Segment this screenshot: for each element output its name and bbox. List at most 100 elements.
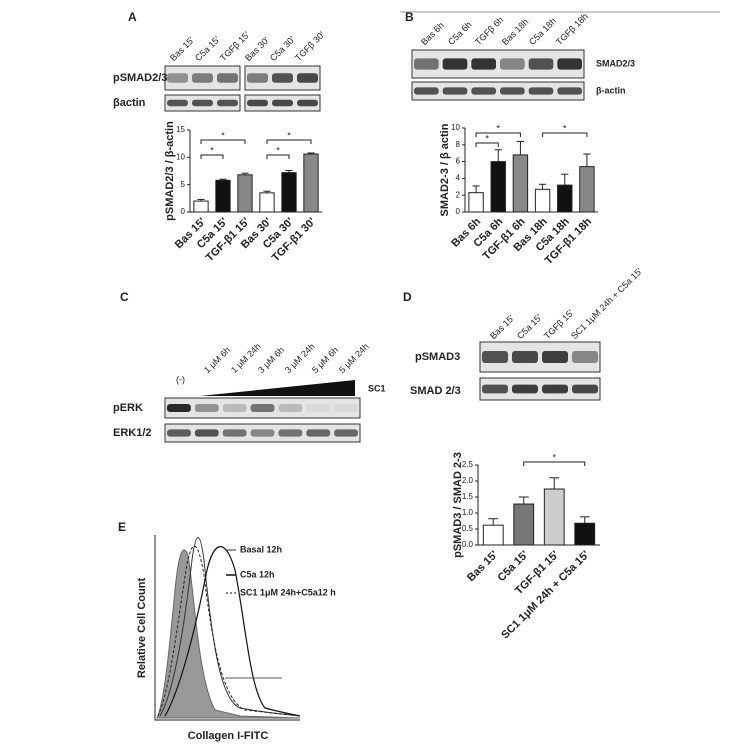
y-tick-label: 10 <box>451 123 460 132</box>
bar <box>490 161 506 213</box>
axis-title: pSMAD3 / SMAD 2-3 <box>452 452 464 558</box>
y-tick-label: 1.5 <box>462 492 474 501</box>
band <box>167 404 191 412</box>
y-tick-label: 6 <box>456 157 461 166</box>
gradient-wedge <box>200 380 355 396</box>
blot-label: pSMAD3 <box>415 351 460 363</box>
bar <box>574 522 596 546</box>
panel-label: B <box>405 10 414 24</box>
bar <box>193 200 209 213</box>
blot-label: βactin <box>113 97 146 109</box>
lane-label: (-) <box>176 374 185 384</box>
bar <box>259 192 275 213</box>
lane-label: C5a 18h <box>527 16 558 47</box>
bracket <box>200 139 246 144</box>
band <box>557 87 582 95</box>
panel-label: E <box>118 520 126 534</box>
band <box>167 73 188 83</box>
y-tick-label: 8 <box>456 140 461 149</box>
band <box>528 58 554 70</box>
bar <box>303 153 319 213</box>
band <box>306 429 331 437</box>
bracket <box>266 139 312 144</box>
band <box>512 384 538 394</box>
y-tick-label: 0.5 <box>462 524 474 533</box>
blot <box>411 81 585 101</box>
lane-label: Bas 15' <box>168 35 196 63</box>
flow-plot: Basal 12h C5a 12h SC1 1μM 24h+C5a12 h Re… <box>136 535 336 742</box>
blot <box>479 377 601 401</box>
band <box>442 87 468 95</box>
y-tick-label: 10 <box>176 152 185 161</box>
lane-label: 5 μM 24h <box>337 341 371 375</box>
x-tick-label: Bas 15' <box>465 548 501 584</box>
significance: * <box>287 130 291 140</box>
band <box>250 429 275 437</box>
band <box>306 404 331 412</box>
y-tick-label: 15 <box>176 125 185 134</box>
bracket <box>523 461 586 466</box>
significance: * <box>221 130 225 140</box>
c5a-curve <box>164 546 301 717</box>
band <box>334 404 358 412</box>
bracket <box>475 132 521 137</box>
treatment-label: SC1 <box>368 383 386 393</box>
axes <box>154 535 300 721</box>
blot-label: β-actin <box>596 85 626 95</box>
band <box>217 99 238 107</box>
band <box>572 384 598 394</box>
band <box>272 99 293 107</box>
band <box>222 404 247 412</box>
basal-curve <box>159 537 301 717</box>
band <box>512 351 538 363</box>
blot <box>411 49 585 79</box>
bracket <box>475 142 499 147</box>
bar <box>557 184 573 213</box>
bar <box>281 172 297 213</box>
y-tick-label: 4 <box>456 174 461 183</box>
band <box>222 429 247 437</box>
band <box>217 73 238 83</box>
bar <box>579 166 595 213</box>
y-tick-label: 0.0 <box>462 540 474 549</box>
bar <box>543 488 565 546</box>
legend-entry: C5a 12h <box>240 569 275 579</box>
y-tick-label: 0 <box>456 207 461 216</box>
lane-label: TGFβ 30' <box>293 29 327 63</box>
axis-title: Relative Cell Count <box>136 578 148 679</box>
lane-label: Bas 6h <box>419 20 446 47</box>
band <box>442 58 468 70</box>
lane-label: C5a 15' <box>515 312 544 341</box>
legend-entry: SC1 1μM 24h+C5a12 h <box>240 587 336 597</box>
isotype-curve <box>156 549 301 719</box>
panel-label: C <box>120 290 129 304</box>
band <box>471 87 496 95</box>
band <box>194 429 219 437</box>
band <box>278 404 303 412</box>
band <box>272 73 293 83</box>
band <box>557 58 582 70</box>
band <box>278 429 303 437</box>
band <box>334 429 358 437</box>
band <box>542 384 568 394</box>
band <box>414 58 439 70</box>
blot <box>164 423 361 443</box>
band <box>192 99 213 107</box>
band <box>247 99 268 107</box>
blot-label: ERK1/2 <box>113 427 152 439</box>
bracket <box>200 154 224 159</box>
significance: * <box>496 123 500 133</box>
blot-label: pSMAD2/3 <box>113 72 167 84</box>
panel-label: A <box>128 10 137 24</box>
band <box>572 351 598 363</box>
lane-label: TGFβ 6h <box>473 15 505 47</box>
blot-label: pERK <box>113 402 143 414</box>
lane-label: 1 μM 6h <box>202 345 232 375</box>
bar <box>482 524 504 546</box>
lane-label: C5a 6h <box>446 19 474 47</box>
bar <box>534 188 551 213</box>
band <box>192 73 213 83</box>
band <box>528 87 554 95</box>
